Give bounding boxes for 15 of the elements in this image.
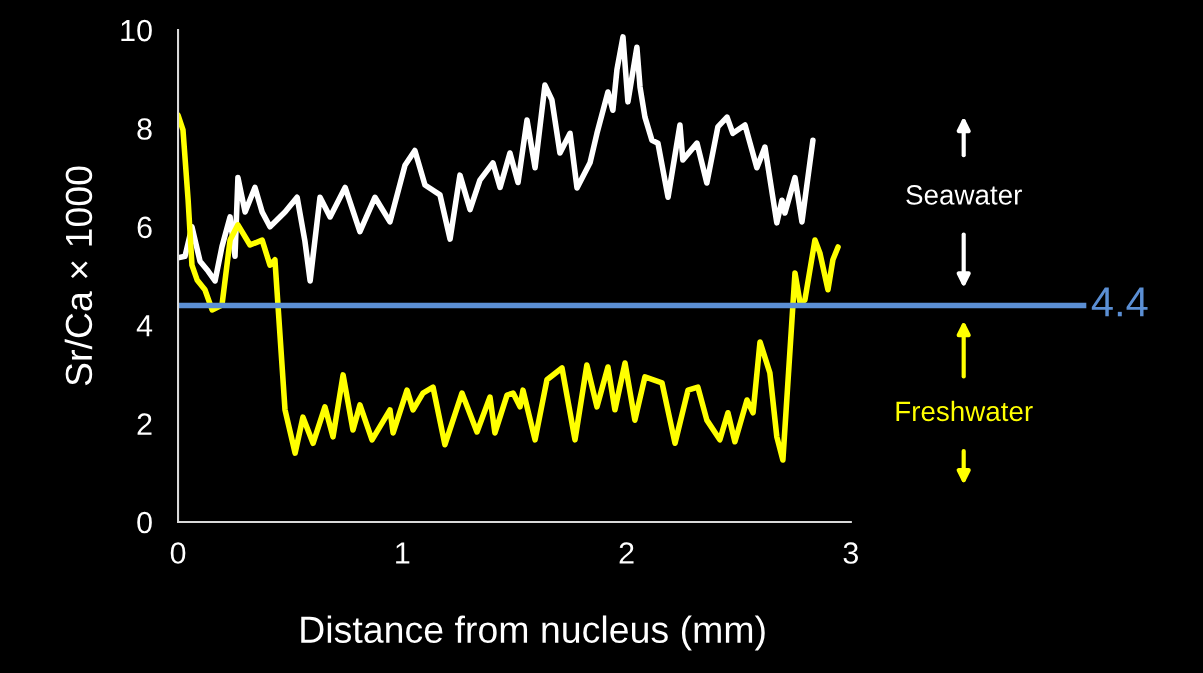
ref-line-label: 4.4 [1091,287,1148,317]
annotation: Seawater [906,185,1022,205]
annotation: Freshwater [896,400,1033,422]
y-tick-label: 0 [137,511,152,534]
y-tick-label: 8 [137,118,152,140]
x-tick-label: 0 [170,542,186,564]
y-tick-label: 10 [121,19,152,42]
x-tick-label: 1 [396,542,410,564]
y-tick-label: 4 [136,315,153,337]
y-axis-title: Sr/Ca × 1000 [64,166,93,386]
y-tick-label: 2 [137,413,152,435]
x-tick-label: 2 [619,542,634,564]
x-axis-title: Distance from nucleus (mm) [301,615,765,651]
x-tick-label: 3 [843,542,858,564]
y-tick-label: 6 [137,216,152,239]
